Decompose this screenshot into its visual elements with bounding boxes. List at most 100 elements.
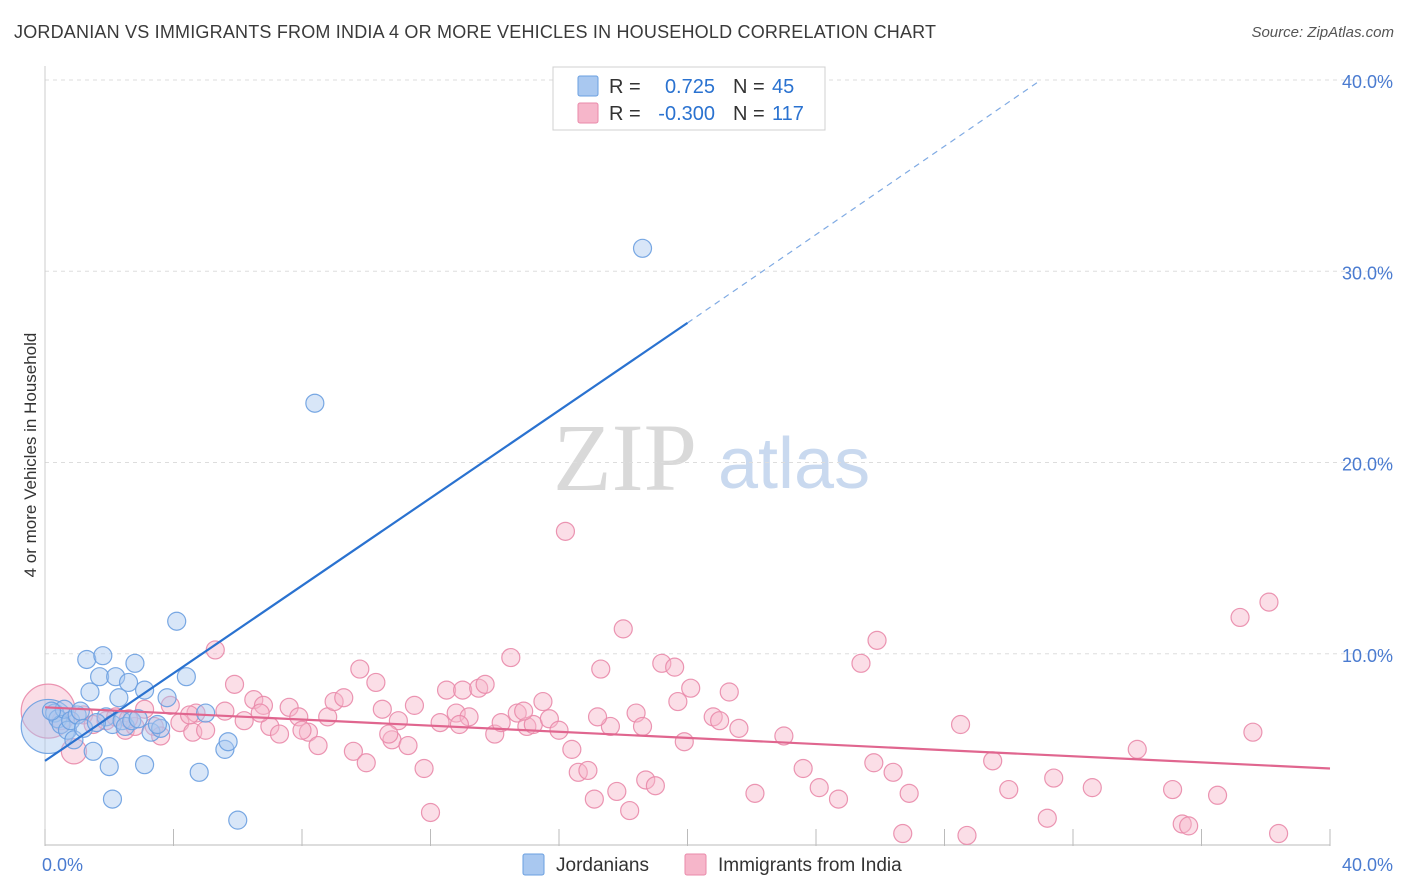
- bottom-legend-india: Immigrants from India: [718, 855, 902, 876]
- india-point-90: [893, 823, 913, 844]
- india-point-65: [600, 716, 621, 737]
- india-point-106: [1259, 592, 1279, 612]
- india-point-34: [356, 753, 376, 773]
- gridlines: [45, 79, 1392, 655]
- jordanian-point-9: [70, 701, 90, 721]
- jordanian-point-11: [80, 682, 100, 702]
- india-point-75: [668, 691, 688, 712]
- india-point-88: [867, 630, 887, 650]
- jordanian-point-13: [90, 667, 110, 687]
- india-point-107: [1268, 823, 1289, 844]
- india-points: [20, 521, 1289, 846]
- india-point-40: [404, 695, 425, 715]
- india-point-36: [372, 699, 392, 719]
- india-point-49: [475, 674, 495, 694]
- india-point-86: [851, 653, 871, 673]
- india-point-67: [613, 619, 633, 639]
- axes: [44, 66, 1331, 846]
- india-point-93: [957, 825, 977, 846]
- legend-r-label-0: R =: [609, 76, 641, 98]
- india-point-51: [491, 712, 511, 733]
- india-point-58: [549, 720, 569, 740]
- y-tick-label-2: 30.0%: [1342, 263, 1393, 283]
- india-point-66: [607, 781, 627, 802]
- jordanian-point-10: [77, 649, 97, 670]
- legend-r-value-0: 0.725: [665, 76, 715, 98]
- source-credit: Source: ZipAtlas.com: [1251, 24, 1394, 41]
- jordanian-point-25: [125, 653, 145, 673]
- india-point-30: [324, 691, 344, 712]
- india-point-52: [501, 647, 521, 668]
- legend-r-label-1: R =: [609, 103, 641, 125]
- india-point-28: [308, 735, 328, 756]
- india-point-98: [1082, 778, 1102, 798]
- india-point-92: [950, 714, 971, 735]
- jordanian-point-43: [128, 709, 148, 729]
- india-point-72: [645, 776, 665, 796]
- india-point-73: [652, 653, 672, 673]
- india-point-61: [568, 762, 588, 782]
- x-tick-label-0: 0.0%: [42, 855, 83, 875]
- india-point-94: [983, 751, 1003, 771]
- india-point-46: [453, 680, 473, 700]
- bottom-legend-jordanians: Jordanians: [556, 855, 649, 876]
- trendlines: [44, 79, 1331, 770]
- jordanian-point-39: [632, 238, 653, 258]
- jordanian-point-37: [228, 810, 248, 830]
- jordanian-point-16: [99, 756, 119, 777]
- jordanian-point-31: [167, 611, 187, 631]
- india-point-59: [555, 521, 576, 541]
- india-point-31: [334, 688, 354, 708]
- india-point-112: [587, 707, 608, 727]
- legend-n-value-0: 45: [772, 76, 794, 98]
- india-point-62: [578, 760, 598, 781]
- india-point-95: [999, 779, 1019, 800]
- india-point-35: [366, 672, 386, 693]
- india-point-103: [1207, 785, 1228, 805]
- y-tick-label-0: 10.0%: [1342, 646, 1393, 666]
- india-trendline: [44, 706, 1331, 770]
- india-point-74: [665, 657, 685, 677]
- jordanian-trendline: [44, 321, 689, 762]
- india-point-77: [681, 678, 701, 698]
- india-point-84: [809, 778, 829, 798]
- series-legend: Jordanians Immigrants from India: [522, 853, 902, 876]
- jordanian-point-42: [41, 701, 62, 721]
- x-tick-labels: 0.0% 40.0%: [42, 855, 1393, 875]
- jordanian-points: [20, 238, 653, 830]
- legend-swatch-india: [577, 102, 599, 124]
- india-point-45: [446, 703, 466, 723]
- jordanian-point-44: [86, 712, 107, 733]
- india-point-91: [899, 783, 919, 803]
- chart-title: JORDANIAN VS IMMIGRANTS FROM INDIA 4 OR …: [14, 22, 937, 42]
- india-point-87: [864, 753, 884, 773]
- jordanian-point-26: [134, 755, 155, 775]
- india-point-33: [350, 659, 370, 679]
- india-point-41: [414, 758, 434, 779]
- india-point-64: [591, 659, 611, 679]
- india-point-47: [459, 707, 479, 727]
- jordanian-point-27: [134, 680, 155, 700]
- india-point-24: [269, 724, 290, 744]
- legend-r-value-1: -0.300: [658, 103, 715, 125]
- india-point-114: [292, 720, 312, 740]
- india-point-102: [1179, 816, 1199, 836]
- india-point-11: [151, 726, 171, 746]
- bottom-legend-swatch-india: [684, 853, 707, 876]
- india-point-116: [710, 711, 730, 731]
- jordanian-point-28: [141, 722, 161, 742]
- jordanian-point-12: [83, 741, 103, 761]
- india-point-20: [234, 711, 254, 731]
- india-point-43: [430, 712, 450, 733]
- india-point-56: [533, 691, 553, 712]
- jordanian-point-40: [147, 714, 168, 735]
- legend-n-value-1: 117: [772, 103, 804, 125]
- india-point-68: [620, 800, 640, 821]
- india-point-82: [774, 726, 794, 746]
- india-point-111: [514, 701, 534, 721]
- india-point-97: [1044, 768, 1064, 788]
- jordanian-point-30: [157, 688, 177, 708]
- india-point-60: [562, 739, 582, 759]
- jordanian-point-36: [218, 732, 238, 752]
- x-tick-label-1: 40.0%: [1342, 855, 1393, 875]
